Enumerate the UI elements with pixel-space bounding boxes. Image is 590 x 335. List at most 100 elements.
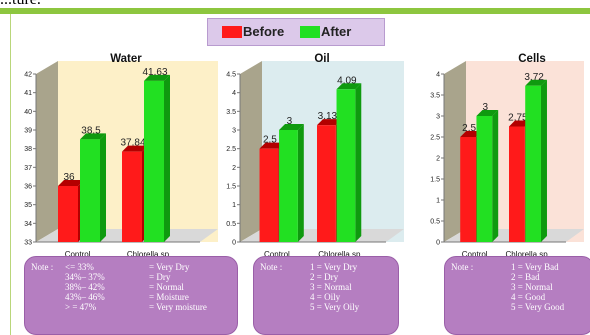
header-rule (0, 8, 590, 14)
note-water-meaning: = Dry (149, 272, 171, 282)
note-oil-item: 4 = Oily (310, 292, 341, 302)
note-cells-item: 3 = Normal (511, 282, 553, 292)
bar-side-after (540, 79, 547, 242)
note-water-meaning: = Normal (149, 282, 184, 292)
y-tick-label-1: 2.5 (226, 146, 236, 153)
chart-title-1: Oil (314, 53, 329, 65)
y-tick-label-0: 39 (24, 128, 32, 135)
data-label-before: 2.75 (508, 113, 528, 124)
category-label-2: Control (462, 250, 488, 259)
bar-top-after (80, 133, 106, 140)
y-tick-label-1: 3 (232, 128, 236, 135)
bar-before (259, 148, 279, 242)
bar-top-after (144, 74, 170, 81)
note-water-label: Note : (31, 262, 54, 272)
bar-side-after (100, 133, 106, 242)
y-tick-label-2: 1 (436, 198, 440, 205)
category-label-1: Chlorella sp (318, 250, 361, 259)
category-label-0: Chlorella sp (127, 250, 170, 259)
note-cells-item: 2 = Bad (511, 272, 540, 282)
y-tick-label-0: 35 (24, 202, 32, 209)
bar-side-after (297, 124, 304, 242)
y-tick-label-2: 0.5 (430, 219, 440, 226)
category-label-0: Control (65, 250, 91, 259)
y-tick-label-2: 0 (436, 240, 440, 247)
slide-frame (10, 14, 590, 335)
y-tick-label-0: 36 (24, 184, 32, 191)
note-cells-item: 4 = Good (511, 292, 546, 302)
legend: Before After (207, 18, 385, 46)
y-tick-label-1: 2 (232, 165, 236, 172)
bar-after (144, 80, 164, 242)
category-label-1: Control (264, 250, 290, 259)
bar-top-before (259, 142, 285, 149)
bar-before (460, 137, 476, 242)
bar-side-after (164, 74, 170, 242)
y-tick-label-0: 37 (24, 165, 32, 172)
y-tick-label-0: 41 (24, 90, 32, 97)
y-tick-label-1: 1.5 (226, 184, 236, 191)
data-label-after: 4.09 (337, 75, 357, 86)
legend-label-after: After (321, 24, 352, 39)
data-label-before: 2.5 (263, 135, 277, 146)
note-water-meaning: = Moisture (149, 292, 189, 302)
legend-swatch-after (300, 26, 320, 38)
bar-before (58, 186, 78, 242)
plot-side-wall-0 (36, 61, 58, 242)
note-cells-label: Note : (451, 262, 474, 272)
bar-before (509, 126, 525, 242)
note-water-ranges: <= 33% 34%– 37% 38%– 42% 43%– 46% > = 47… (65, 262, 105, 312)
note-oil-item: 5 = Very Oily (310, 302, 360, 312)
y-tick-label-1: 1 (232, 202, 236, 209)
legend-swatch-before (222, 26, 242, 38)
note-oil-item: 2 = Dry (310, 272, 339, 282)
plot-side-wall-1 (240, 61, 262, 242)
note-water-range: 38%– 42% (65, 282, 105, 292)
note-water-range: <= 33% (65, 262, 94, 272)
data-label-before: 37.84 (120, 138, 145, 149)
bar-before (122, 151, 142, 242)
note-water-range: 43%– 46% (65, 292, 105, 302)
bar-before (317, 125, 336, 242)
note-oil-item: 1 = Very Dry (310, 262, 358, 272)
y-tick-label-0: 38 (24, 146, 32, 153)
note-water-meanings: = Very Dry = Dry = Normal = Moisture = V… (149, 262, 207, 312)
data-label-after: 3 (287, 116, 293, 127)
note-water-range: > = 47% (65, 302, 97, 312)
chart-title-0: Water (110, 53, 142, 65)
note-oil-scale: 1 = Very Dry 2 = Dry 3 = Normal 4 = Oily… (310, 262, 359, 312)
note-water: Note : <= 33% 34%– 37% 38%– 42% 43%– 46%… (24, 256, 238, 335)
y-tick-label-1: 4.5 (226, 72, 236, 79)
y-tick-label-2: 3 (436, 114, 440, 121)
note-water-meaning: = Very Dry (149, 262, 190, 272)
y-tick-label-0: 34 (24, 221, 32, 228)
y-tick-label-1: 3.5 (226, 109, 236, 116)
y-tick-label-0: 42 (24, 72, 32, 79)
header-fragment-text: ...ture. (0, 0, 41, 9)
y-tick-label-2: 2.5 (430, 135, 440, 142)
bar-top-after (525, 79, 547, 86)
legend-label-before: Before (243, 24, 285, 39)
bar-top-before (317, 119, 342, 126)
chart-title-2: Cells (518, 53, 546, 65)
note-water-range: 34%– 37% (65, 272, 105, 282)
note-cells: Note : 1 = Very Bad 2 = Bad 3 = Normal 4… (444, 256, 590, 335)
bar-top-after (279, 124, 304, 130)
note-cells-item: 1 = Very Bad (511, 262, 559, 272)
y-tick-label-0: 33 (24, 240, 32, 247)
note-water-meaning: = Very moisture (149, 302, 207, 312)
note-cells-item: 5 = Very Good (511, 302, 565, 312)
y-tick-label-1: 0 (232, 240, 236, 247)
note-oil: Note : 1 = Very Dry 2 = Dry 3 = Normal 4… (253, 256, 399, 335)
y-tick-label-2: 4 (436, 72, 440, 79)
note-cells-scale: 1 = Very Bad 2 = Bad 3 = Normal 4 = Good… (511, 262, 564, 312)
data-label-after: 41.63 (142, 67, 167, 78)
category-label-2: Chlorella sp (505, 250, 548, 259)
y-tick-label-1: 4 (232, 90, 236, 97)
bar-after (279, 130, 298, 242)
bar-after (476, 116, 493, 242)
data-label-before: 3.13 (318, 111, 338, 122)
y-tick-label-0: 40 (24, 109, 32, 116)
data-label-before: 2.5 (462, 123, 476, 134)
